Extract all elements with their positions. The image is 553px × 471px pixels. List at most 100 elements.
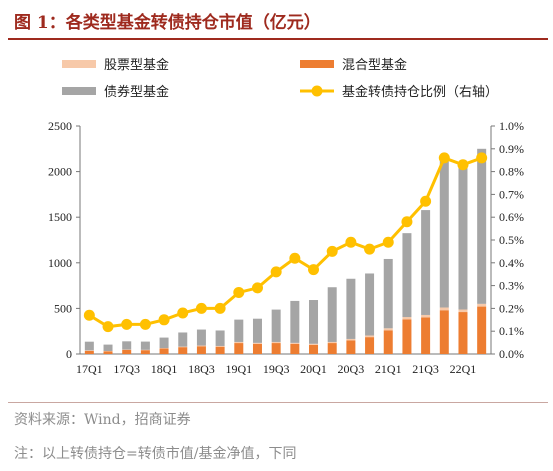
bar-bond	[178, 332, 187, 346]
bar-stock	[402, 317, 411, 319]
bar-stock	[234, 342, 243, 343]
bar-mixed	[160, 349, 169, 354]
ratio-point	[383, 237, 394, 248]
y2-tick-label: 0.7%	[499, 187, 524, 201]
bar-bond	[384, 259, 393, 328]
bar-stock	[365, 335, 374, 337]
legend-swatch	[300, 60, 334, 68]
bar-mixed	[234, 343, 243, 354]
x-tick-label: 18Q1	[151, 362, 178, 376]
ratio-point	[103, 321, 114, 332]
y2-tick-label: 1.0%	[499, 119, 524, 133]
bar-mixed	[216, 347, 225, 354]
ratio-point	[177, 307, 188, 318]
ratio-point	[84, 310, 95, 321]
x-tick-label: 21Q3	[412, 362, 439, 376]
bar-bond	[365, 273, 374, 335]
bar-stock	[309, 344, 318, 345]
ratio-point	[271, 266, 282, 277]
x-tick-label: 20Q1	[300, 362, 327, 376]
bar-mixed	[197, 346, 206, 354]
bar-bond	[402, 233, 411, 317]
note-text: 注：以上转债持仓=转债市值/基金净值，下同	[14, 443, 296, 463]
bar-bond	[272, 310, 281, 342]
bar-mixed	[440, 310, 449, 354]
source-divider	[8, 402, 548, 403]
bar-bond	[122, 341, 131, 349]
axes: 0 500 1000 1500 2000 2500 0.0% 0.1% 0.2% 0.3% 0.4%…	[48, 119, 524, 376]
ratio-point	[289, 253, 300, 264]
x-tick-label: 17Q3	[113, 362, 140, 376]
bar-mixed	[253, 344, 262, 354]
bar-stock	[272, 342, 281, 343]
bar-mixed	[384, 330, 393, 354]
ratio-point	[215, 303, 226, 314]
bar-mixed	[290, 344, 299, 354]
x-tick-label: 20Q3	[338, 362, 365, 376]
y2-tick-label: 0.0%	[499, 347, 524, 361]
bar-stock	[216, 346, 225, 347]
bar-bond	[309, 300, 318, 344]
bar-stock	[253, 343, 262, 344]
bar-mixed	[104, 351, 113, 354]
y-tick-label: 2000	[48, 165, 72, 179]
bar-stock	[197, 346, 206, 347]
bar-stock	[346, 339, 355, 340]
y-tick-label: 1500	[48, 210, 72, 224]
bar-mixed	[141, 350, 150, 354]
bar-bond	[141, 342, 150, 350]
bar-stock	[328, 342, 337, 343]
bar-mixed	[346, 340, 355, 354]
legend: 股票型基金 混合型基金债券型基金 基金转债持仓比例（右轴）	[62, 57, 498, 100]
legend-swatch-marker	[312, 86, 323, 97]
bar-bond	[234, 320, 243, 342]
bar-bond	[160, 338, 169, 348]
ratio-point	[233, 287, 244, 298]
legend-label: 股票型基金	[104, 57, 169, 73]
bar-bond	[421, 210, 430, 315]
x-tick-label: 21Q1	[375, 362, 402, 376]
legend-label: 混合型基金	[342, 57, 407, 73]
bar-bond	[477, 149, 486, 304]
y-tick-label: 0	[66, 347, 72, 361]
legend-swatch	[62, 87, 96, 95]
legend-label: 基金转债持仓比例（右轴）	[342, 84, 498, 100]
legend-swatch	[62, 60, 96, 68]
source-text: 资料来源：Wind，招商证券	[14, 409, 191, 429]
bar-mixed	[421, 318, 430, 354]
ratio-point	[121, 319, 132, 330]
bar-bond	[290, 301, 299, 343]
ratio-point	[327, 246, 338, 257]
ratio-point	[345, 237, 356, 248]
ratio-point	[401, 216, 412, 227]
bar-mixed	[272, 343, 281, 354]
bar-stock	[384, 328, 393, 330]
bar-mixed	[328, 343, 337, 354]
bar-mixed	[178, 347, 187, 354]
bar-stock	[458, 309, 467, 312]
ratio-point	[439, 152, 450, 163]
bar-bond	[328, 287, 337, 342]
y2-tick-label: 0.3%	[499, 279, 524, 293]
ratio-point	[159, 314, 170, 325]
bar-mixed	[365, 337, 374, 354]
bar-mixed	[309, 345, 318, 354]
x-tick-label: 19Q3	[263, 362, 290, 376]
ratio-point	[476, 152, 487, 163]
y2-tick-label: 0.4%	[499, 256, 524, 270]
y2-tick-label: 0.2%	[499, 301, 524, 315]
y-tick-label: 500	[54, 301, 72, 315]
bar-stock	[290, 343, 299, 344]
bar-bond	[104, 345, 113, 351]
y-tick-label: 1000	[48, 256, 72, 270]
y2-tick-label: 0.6%	[499, 210, 524, 224]
x-tick-label: 18Q3	[188, 362, 215, 376]
bar-bond	[440, 158, 449, 308]
x-tick-label: 22Q1	[450, 362, 477, 376]
bar-mixed	[477, 307, 486, 354]
y-tick-label: 2500	[48, 119, 72, 133]
bar-stock	[421, 315, 430, 318]
bar-mixed	[85, 351, 94, 354]
bar-mixed	[402, 319, 411, 354]
